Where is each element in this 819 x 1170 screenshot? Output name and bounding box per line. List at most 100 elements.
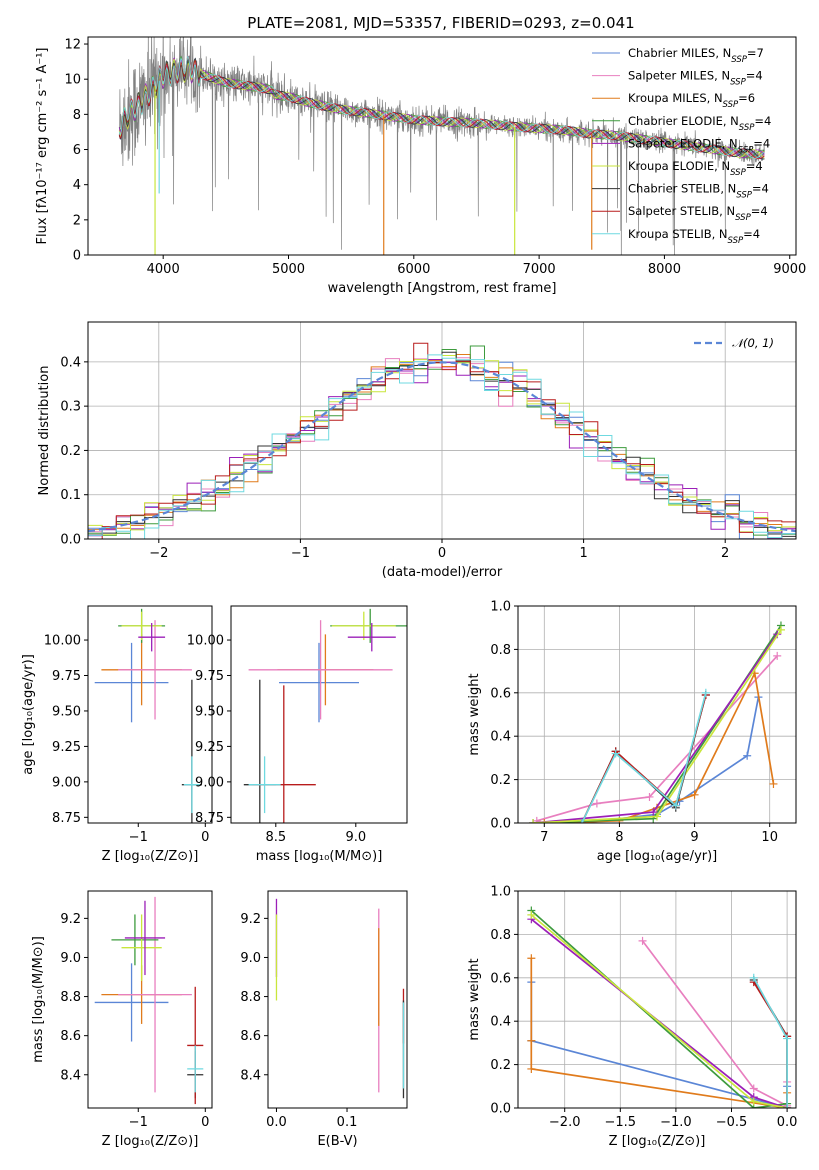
y-tick-label: 0.6 xyxy=(490,686,511,701)
y-tick-label: 8.6 xyxy=(240,1029,261,1044)
legend-entry: 𝒩(0, 1) xyxy=(732,336,774,350)
mass-weight-marker xyxy=(540,819,549,823)
legend-subscript: SSP xyxy=(736,191,752,201)
y-tick-label: 0.3 xyxy=(60,400,81,415)
mass_vs_Z-frame xyxy=(87,890,213,1109)
y-tick-label: 0.6 xyxy=(490,971,511,986)
residual-histogram xyxy=(88,342,796,539)
x-tick-label: 9000 xyxy=(773,262,806,277)
x-tick-label: 9 xyxy=(690,830,698,845)
weight_vs_age-frame xyxy=(517,605,797,824)
mass-weight-series xyxy=(641,940,788,1108)
y-tick-label: 9.75 xyxy=(195,669,224,684)
y-tick-label: 8.75 xyxy=(195,811,224,826)
weight_vs_age-xlabel: age [log₁₀(age/yr)] xyxy=(597,849,718,864)
mass-weight-marker xyxy=(638,936,647,945)
model-spectrum-line xyxy=(118,55,765,159)
y-tick-label: 9.75 xyxy=(52,669,81,684)
mass-weight-marker xyxy=(749,1097,758,1106)
y-tick-label: 8.4 xyxy=(60,1068,81,1083)
mass-weight-marker xyxy=(749,973,758,982)
model-spectrum-line xyxy=(118,57,765,159)
residual-histogram xyxy=(88,354,796,539)
mass_vs_EBV-plot xyxy=(275,898,405,1099)
legend-suffix: =4 xyxy=(743,227,760,241)
age_vs_mass-xlabel: mass [log₁₀(M/M⊙)] xyxy=(256,849,383,864)
x-tick-label: −2 xyxy=(149,546,168,561)
age_vs_Z-ylabel: age [log₁₀(age/yr)] xyxy=(21,654,36,775)
age_vs_mass-plot xyxy=(243,608,407,823)
y-tick-label: 12 xyxy=(64,38,81,53)
weight_vs_Z-plot xyxy=(527,906,792,1108)
mass-weight-marker xyxy=(527,954,536,963)
y-tick-label: 1.0 xyxy=(490,885,511,900)
y-tick-label: 8.75 xyxy=(52,811,81,826)
mass_vs_Z-ylabel: mass [log₁₀(M/M⊙)] xyxy=(31,936,46,1063)
mass-weight-series xyxy=(752,977,788,1108)
mass-weight-series xyxy=(581,692,707,823)
x-tick-label: −2.0 xyxy=(549,1115,581,1130)
mass_vs_Z-axes: −1 0 8.4 8.6 8.8 9.0 9.2 Z [log₁₀(Z/Z⊙)] mass [l… xyxy=(31,912,209,1149)
x-tick-label: 0.0 xyxy=(777,1115,798,1130)
age_vs_mass-axes: 8.5 9.0 8.75 9.00 9.25 9.50 9.75 10.00 mass [log… xyxy=(187,634,382,864)
legend-subscript: SSP xyxy=(728,236,744,246)
legend-entry: Salpeter STELIB, NSSP=4 xyxy=(628,204,768,223)
legend-entry: Chabrier MILES, NSSP=7 xyxy=(628,46,764,65)
weight_vs_age-ylabel: mass weight xyxy=(467,673,482,755)
y-tick-label: 9.00 xyxy=(195,775,224,790)
y-tick-label: 0.2 xyxy=(490,1058,511,1073)
legend-suffix: =4 xyxy=(746,69,763,83)
y-tick-label: 9.2 xyxy=(240,912,261,927)
y-tick-label: 0.0 xyxy=(490,1102,511,1117)
x-tick-label: 1 xyxy=(579,546,587,561)
mass-weight-series xyxy=(752,981,788,1108)
legend-subscript: SSP xyxy=(731,55,747,65)
spectrum-title: PLATE=2081, MJD=53357, FIBERID=0293, z=0… xyxy=(247,14,634,32)
mass-weight-marker xyxy=(645,792,654,801)
legend-entry: Chabrier ELODIE, NSSP=4 xyxy=(628,114,771,133)
mass-weight-marker xyxy=(529,819,538,823)
legend-suffix: =4 xyxy=(746,159,763,173)
weight_vs_Z-axes: −2.0 −1.5 −1.0 −0.5 0.0 0.0 0.2 0.4 0.6 0.8 1.0 Z [… xyxy=(467,885,797,1150)
x-tick-label: 0.1 xyxy=(337,1115,358,1130)
spectrum-axes: 4000 5000 6000 7000 8000 9000 0 2 4 6 8 10 12 wavelen… xyxy=(35,38,806,296)
residuals-xlabel: (data-model)/error xyxy=(382,565,503,580)
mass_vs_Z-plot xyxy=(94,896,204,1105)
mass-weight-marker xyxy=(532,816,541,823)
y-tick-label: 6 xyxy=(73,143,81,158)
age_vs_Z-axes: −1 0 8.75 9.00 9.25 9.50 9.75 10.00 Z [log₁₀(Z/Z… xyxy=(21,634,209,864)
y-tick-label: 0.8 xyxy=(490,928,511,943)
y-tick-label: 8.8 xyxy=(240,990,261,1005)
weight_vs_Z-frame xyxy=(517,890,797,1109)
x-tick-label: 10 xyxy=(761,830,778,845)
mass-weight-series xyxy=(536,655,778,822)
legend-suffix: =7 xyxy=(747,46,764,60)
x-tick-label: 7000 xyxy=(523,262,556,277)
y-tick-label: 8.8 xyxy=(60,990,81,1005)
spectrum-frame xyxy=(87,36,797,256)
mass-weight-marker xyxy=(649,808,658,817)
y-tick-label: 9.00 xyxy=(52,775,81,790)
y-tick-label: 4 xyxy=(73,178,81,193)
x-tick-label: 0 xyxy=(201,830,209,845)
x-tick-label: 5000 xyxy=(272,262,305,277)
legend-subscript: SSP xyxy=(730,78,746,88)
legend-suffix: =6 xyxy=(738,91,755,105)
y-tick-label: 0.0 xyxy=(490,817,511,832)
y-tick-label: 2 xyxy=(73,213,81,228)
x-tick-label: 9.0 xyxy=(345,830,366,845)
legend-suffix: =4 xyxy=(752,182,769,196)
x-tick-label: −1 xyxy=(129,830,148,845)
y-tick-label: 9.50 xyxy=(195,704,224,719)
legend-subscript: SSP xyxy=(739,123,755,133)
x-tick-label: −1.0 xyxy=(660,1115,692,1130)
mass-weight-series xyxy=(532,625,782,823)
residuals-ylabel: Normed distribution xyxy=(37,366,52,496)
legend-entry: Salpeter ELODIE, NSSP=4 xyxy=(628,136,770,155)
mass-weight-marker xyxy=(776,625,785,634)
legend-entry: Salpeter MILES, NSSP=4 xyxy=(628,69,763,88)
mass-weight-marker xyxy=(773,651,782,660)
mass-weight-series xyxy=(530,958,788,1108)
spectrum-xlabel: wavelength [Angstrom, rest frame] xyxy=(328,281,557,296)
